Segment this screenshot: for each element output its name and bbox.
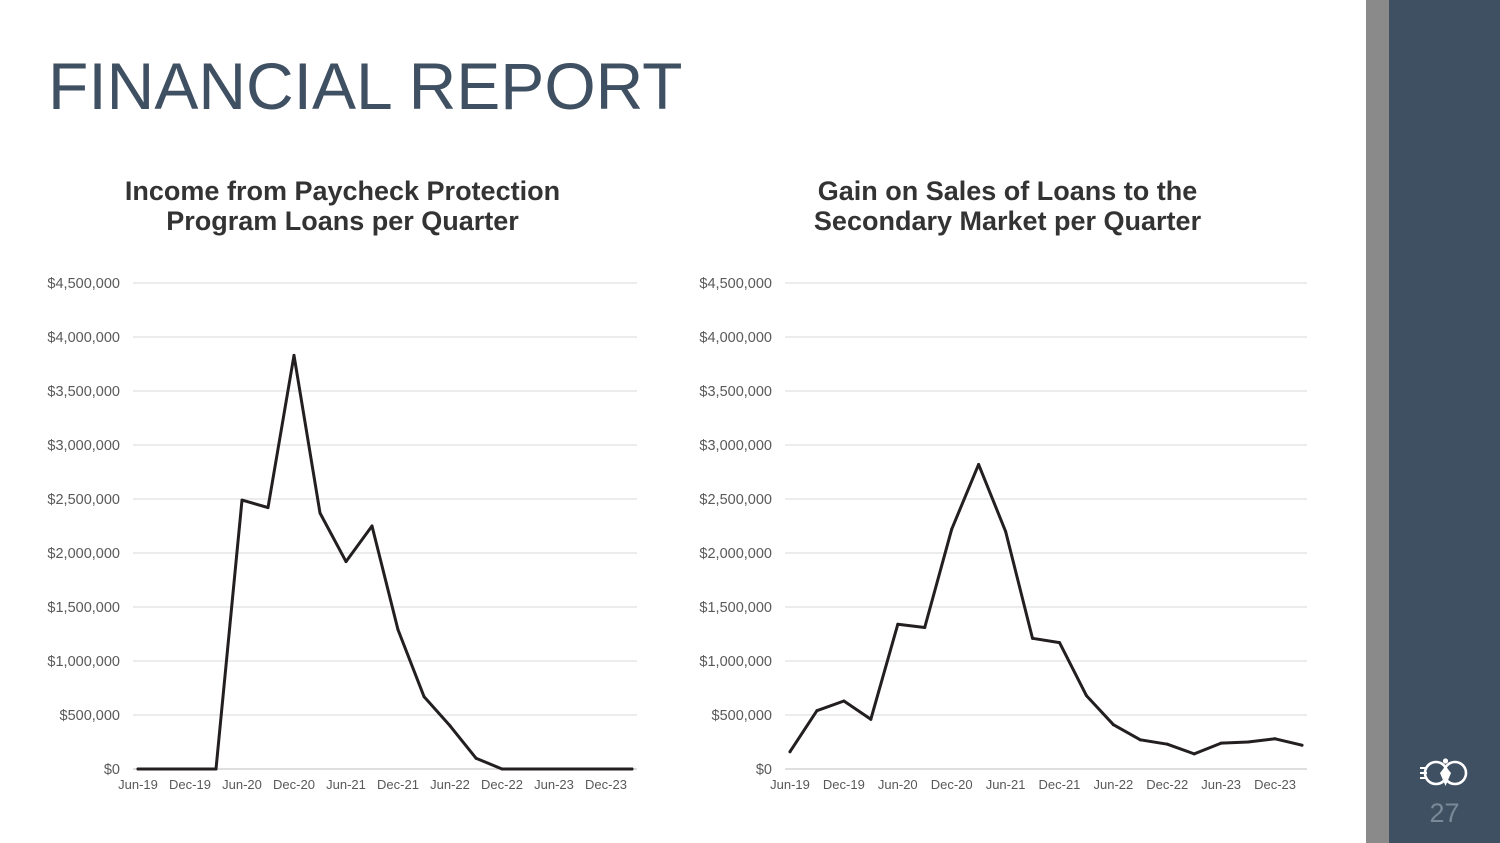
data-point: [1192, 752, 1196, 756]
y-tick-label: $3,500,000: [47, 384, 120, 400]
data-point: [815, 709, 819, 713]
x-tick-label: Jun-22: [1093, 777, 1133, 792]
chart-gain-on-sales: $0 $500,000 $1,000,000 $1,500,000 $2,000,000…: [699, 276, 1307, 792]
y-tick-label: $4,500,000: [47, 276, 120, 292]
data-point: [552, 767, 556, 771]
data-point: [162, 767, 166, 771]
x-tick-label: Dec-20: [273, 777, 315, 792]
data-point: [604, 767, 608, 771]
x-tick-label: Jun-19: [770, 777, 810, 792]
y-tick-label: $0: [104, 762, 120, 778]
x-tick-label: Dec-19: [169, 777, 211, 792]
y-tick-label: $500,000: [60, 708, 120, 724]
y-tick-label: $2,000,000: [699, 546, 772, 562]
chart-title-gain-on-sales: Gain on Sales of Loans to the Secondary …: [740, 176, 1275, 236]
x-tick-label: Jun-20: [222, 777, 262, 792]
y-tick-label: $3,000,000: [47, 438, 120, 454]
data-point: [344, 560, 348, 564]
page-title: FINANCIAL REPORT: [48, 49, 683, 123]
x-tick-label: Dec-23: [585, 777, 627, 792]
x-tick-label: Jun-22: [430, 777, 470, 792]
series-line: [788, 462, 1304, 756]
data-point: [869, 717, 873, 721]
chart-title-line: Gain on Sales of Loans to the: [817, 176, 1198, 206]
data-point: [896, 622, 900, 626]
data-point: [1246, 740, 1250, 744]
chart-title-line: Program Loans per Quarter: [166, 206, 519, 236]
data-point: [396, 628, 400, 632]
y-tick-label: $500,000: [712, 708, 772, 724]
data-point: [1004, 529, 1008, 533]
data-point: [950, 527, 954, 531]
y-tick-label: $4,000,000: [699, 330, 772, 346]
data-point: [370, 524, 374, 528]
data-point: [923, 626, 927, 630]
data-point: [500, 767, 504, 771]
data-point: [1031, 636, 1035, 640]
y-tick-label: $3,500,000: [699, 384, 772, 400]
data-point: [1057, 641, 1061, 645]
y-tick-label: $2,000,000: [47, 546, 120, 562]
x-tick-label: Dec-23: [1254, 777, 1296, 792]
data-point: [526, 767, 530, 771]
chart-title-line: Income from Paycheck Protection: [124, 176, 561, 206]
data-point: [214, 767, 218, 771]
x-tick-label: Dec-21: [1039, 777, 1081, 792]
x-tick-label: Jun-23: [534, 777, 574, 792]
data-point: [1219, 741, 1223, 745]
x-tick-label: Jun-19: [118, 777, 158, 792]
data-point: [318, 511, 322, 515]
data-point: [422, 695, 426, 699]
data-point: [188, 767, 192, 771]
y-tick-label: $1,500,000: [699, 600, 772, 616]
x-tick-label: Jun-21: [326, 777, 366, 792]
data-point: [630, 767, 634, 771]
data-point: [842, 699, 846, 703]
x-tick-label: Dec-21: [377, 777, 419, 792]
data-point: [1165, 742, 1169, 746]
data-point: [1111, 723, 1115, 727]
data-point: [266, 506, 270, 510]
y-tick-label: $0: [756, 762, 772, 778]
organization-logo-icon: [1420, 758, 1468, 786]
x-tick-label: Dec-19: [823, 777, 865, 792]
data-point: [788, 750, 792, 754]
x-tick-label: Jun-20: [878, 777, 918, 792]
data-point: [240, 498, 244, 502]
x-tick-label: Dec-22: [1146, 777, 1188, 792]
data-point: [977, 462, 981, 466]
y-tick-label: $1,500,000: [47, 600, 120, 616]
y-tick-label: $2,500,000: [47, 492, 120, 508]
y-tick-label: $4,000,000: [47, 330, 120, 346]
sidebar-grey-stripe: [1366, 0, 1389, 843]
data-point: [1138, 738, 1142, 742]
x-tick-label: Dec-22: [481, 777, 523, 792]
y-tick-label: $1,000,000: [47, 654, 120, 670]
series-line: [136, 353, 634, 771]
chart-ppp-income: $0 $500,000 $1,000,000 $1,500,000 $2,000,000…: [47, 276, 637, 792]
x-tick-label: Jun-21: [986, 777, 1026, 792]
x-tick-label: Jun-23: [1201, 777, 1241, 792]
data-point: [448, 724, 452, 728]
data-point: [1300, 743, 1304, 747]
y-tick-label: $4,500,000: [699, 276, 772, 292]
data-point: [474, 756, 478, 760]
sidebar-navy-panel: [1389, 0, 1500, 843]
chart-title-line: Secondary Market per Quarter: [813, 206, 1202, 236]
chart-title-ppp: Income from Paycheck Protection Program …: [80, 176, 605, 236]
data-point: [1084, 694, 1088, 698]
data-point: [136, 767, 140, 771]
y-tick-label: $2,500,000: [699, 492, 772, 508]
data-point: [578, 767, 582, 771]
y-tick-label: $3,000,000: [699, 438, 772, 454]
page-number: 27: [1429, 798, 1460, 828]
data-point: [292, 353, 296, 357]
data-point: [1273, 737, 1277, 741]
y-tick-label: $1,000,000: [699, 654, 772, 670]
x-tick-label: Dec-20: [931, 777, 973, 792]
